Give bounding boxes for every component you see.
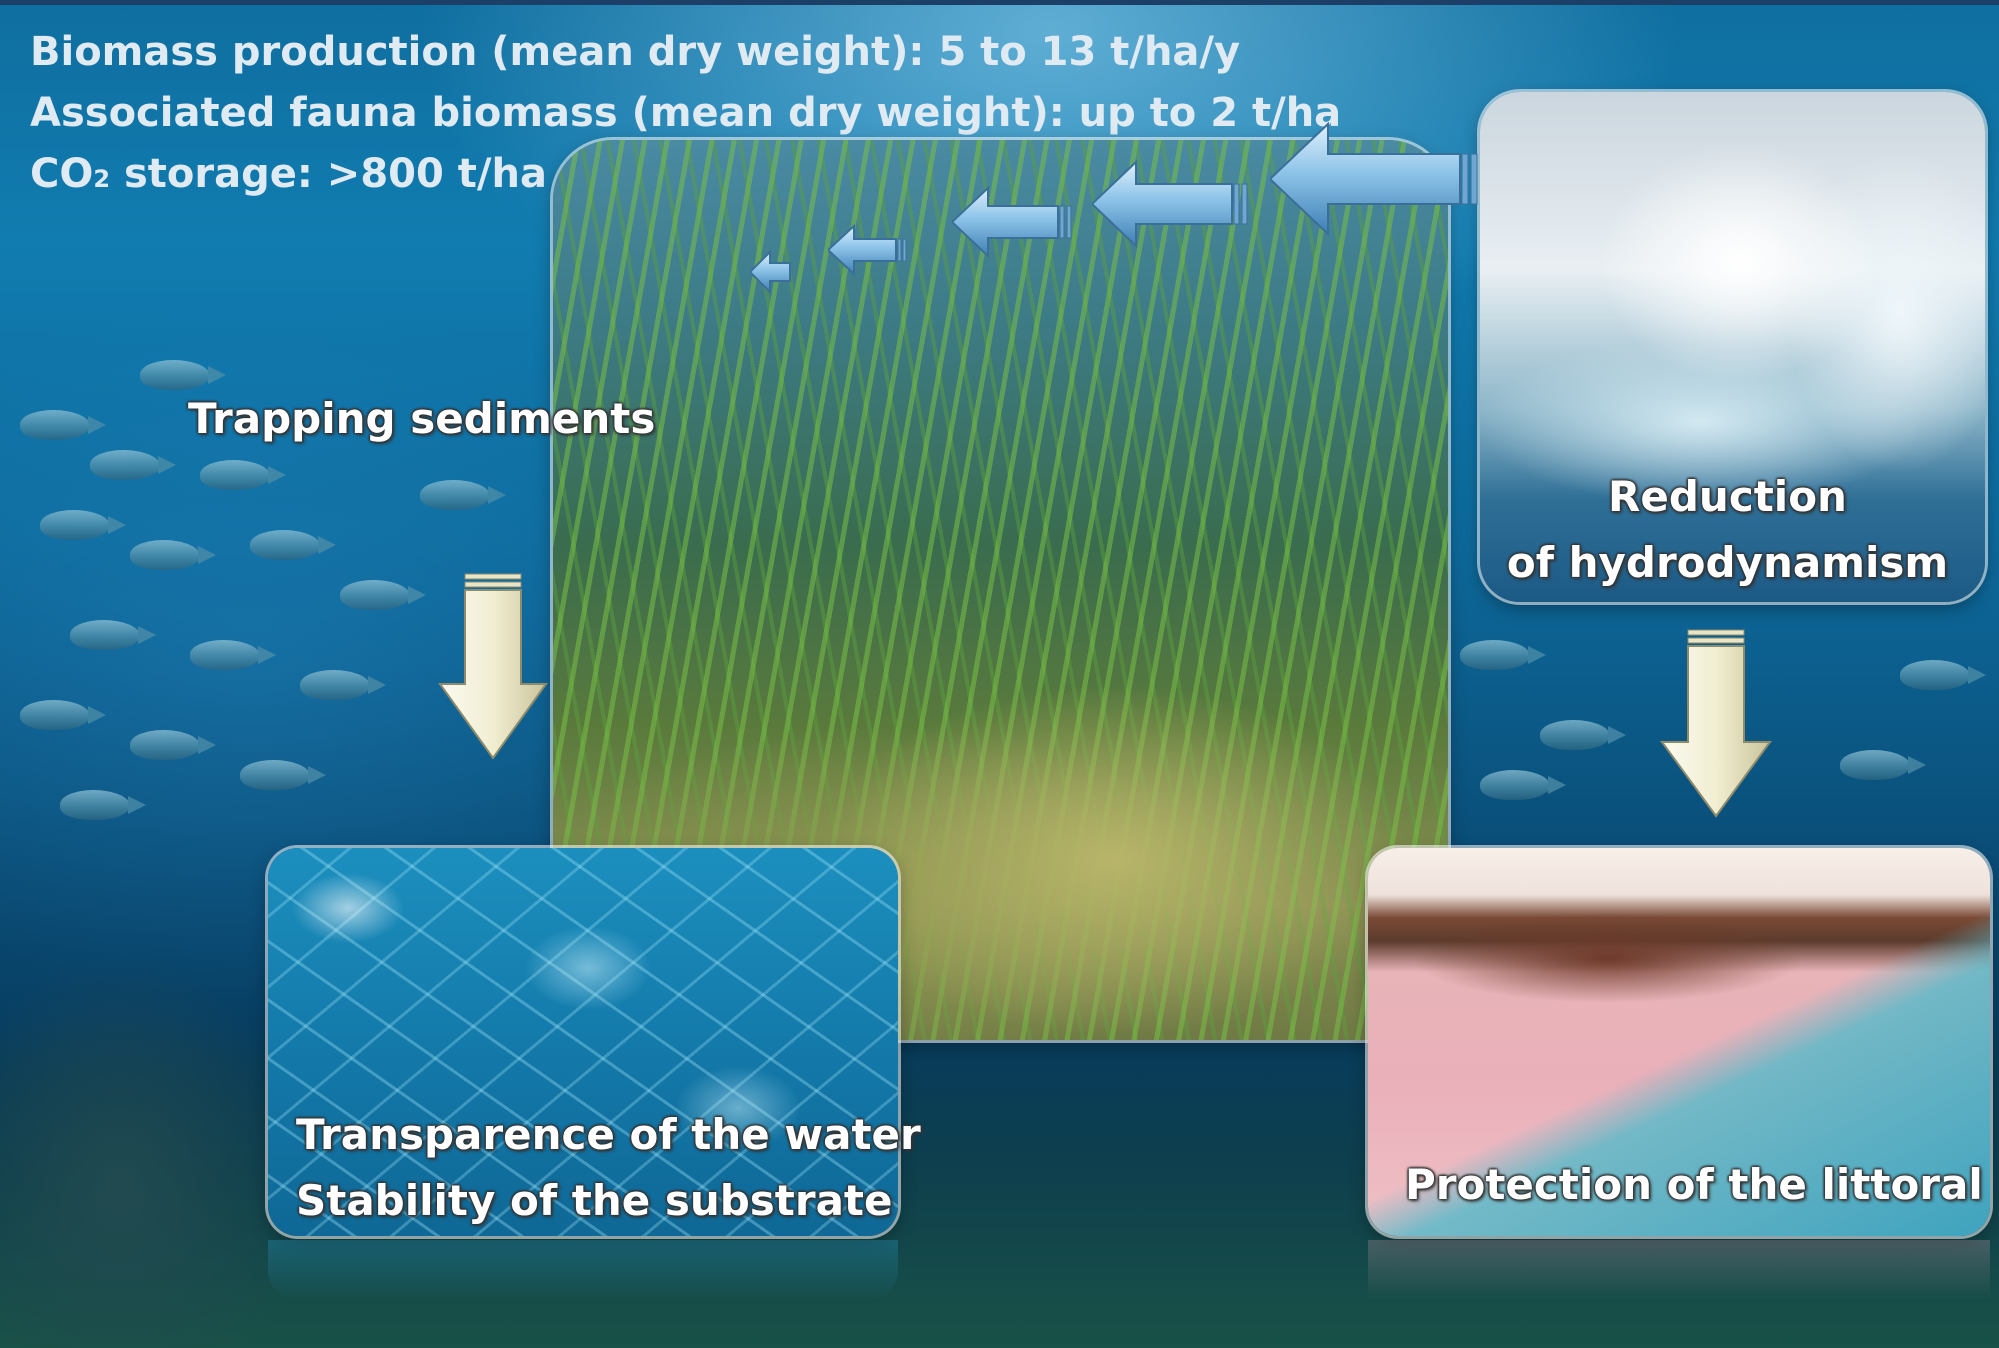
- fish-icon: [90, 450, 176, 480]
- fish-icon: [1840, 750, 1926, 780]
- biomass-production-text: Biomass production (mean dry weight): 5 …: [30, 29, 1241, 75]
- fish-school-left: [0, 340, 560, 860]
- beach-image: [1368, 848, 1990, 1236]
- left-arrow-icon: [1270, 122, 1478, 237]
- reduction-line2: of hydrodynamism: [1506, 538, 1949, 587]
- fish-icon: [1900, 660, 1986, 690]
- reduction-line1: Reduction: [1608, 472, 1847, 521]
- wave-image: [1480, 92, 1985, 602]
- co2-storage-text: CO 2 storage: >800 t/ha: [30, 144, 1341, 205]
- water-image-reflection: [268, 1240, 898, 1300]
- fish-icon: [60, 790, 146, 820]
- fish-icon: [340, 580, 426, 610]
- water-surface-image: [268, 848, 898, 1236]
- fish-icon: [240, 760, 326, 790]
- fauna-biomass-text: Associated fauna biomass (mean dry weigh…: [30, 90, 1342, 136]
- fish-icon: [250, 530, 336, 560]
- beach-image-reflection: [1368, 1240, 1990, 1300]
- fish-school-right: [1440, 600, 1999, 860]
- co2-suffix: storage: >800 t/ha: [110, 151, 547, 197]
- fish-icon: [40, 510, 126, 540]
- down-arrow-icon: [438, 573, 548, 760]
- water-transparence-line: Transparence of the water: [296, 1110, 921, 1159]
- rocks-background: [0, 950, 300, 1348]
- left-arrow-icon: [750, 250, 791, 294]
- fish-icon: [20, 700, 106, 730]
- trapping-sediments-label: Trapping sediments: [188, 394, 656, 443]
- water-substrate-label: Transparence of the water Stability of t…: [296, 1102, 921, 1234]
- fish-icon: [1540, 720, 1626, 750]
- fish-icon: [130, 540, 216, 570]
- fish-icon: [130, 730, 216, 760]
- left-arrow-icon: [1092, 160, 1248, 248]
- down-arrow-icon: [1660, 629, 1772, 818]
- fish-icon: [1460, 640, 1546, 670]
- top-bar: [0, 0, 1999, 5]
- left-arrow-icon: [952, 186, 1072, 258]
- left-arrow-icon: [828, 224, 907, 276]
- fish-icon: [420, 480, 506, 510]
- fish-icon: [300, 670, 386, 700]
- fish-icon: [1480, 770, 1566, 800]
- fish-icon: [20, 410, 106, 440]
- fish-icon: [70, 620, 156, 650]
- co2-prefix: CO: [30, 151, 94, 197]
- substrate-stability-line: Stability of the substrate: [296, 1176, 893, 1225]
- stats-block: Biomass production (mean dry weight): 5 …: [30, 22, 1341, 205]
- fish-icon: [190, 640, 276, 670]
- protection-littoral-label: Protection of the littoral: [1405, 1160, 1983, 1209]
- fish-icon: [140, 360, 226, 390]
- fish-icon: [200, 460, 286, 490]
- reduction-hydrodynamism-label: Reduction of hydrodynamism: [1475, 464, 1980, 596]
